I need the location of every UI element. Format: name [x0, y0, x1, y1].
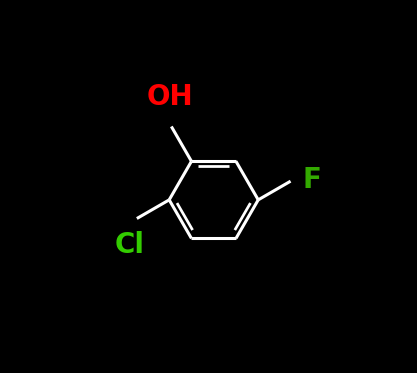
Text: OH: OH — [147, 83, 193, 111]
Text: Cl: Cl — [115, 231, 145, 260]
Text: F: F — [302, 166, 321, 194]
